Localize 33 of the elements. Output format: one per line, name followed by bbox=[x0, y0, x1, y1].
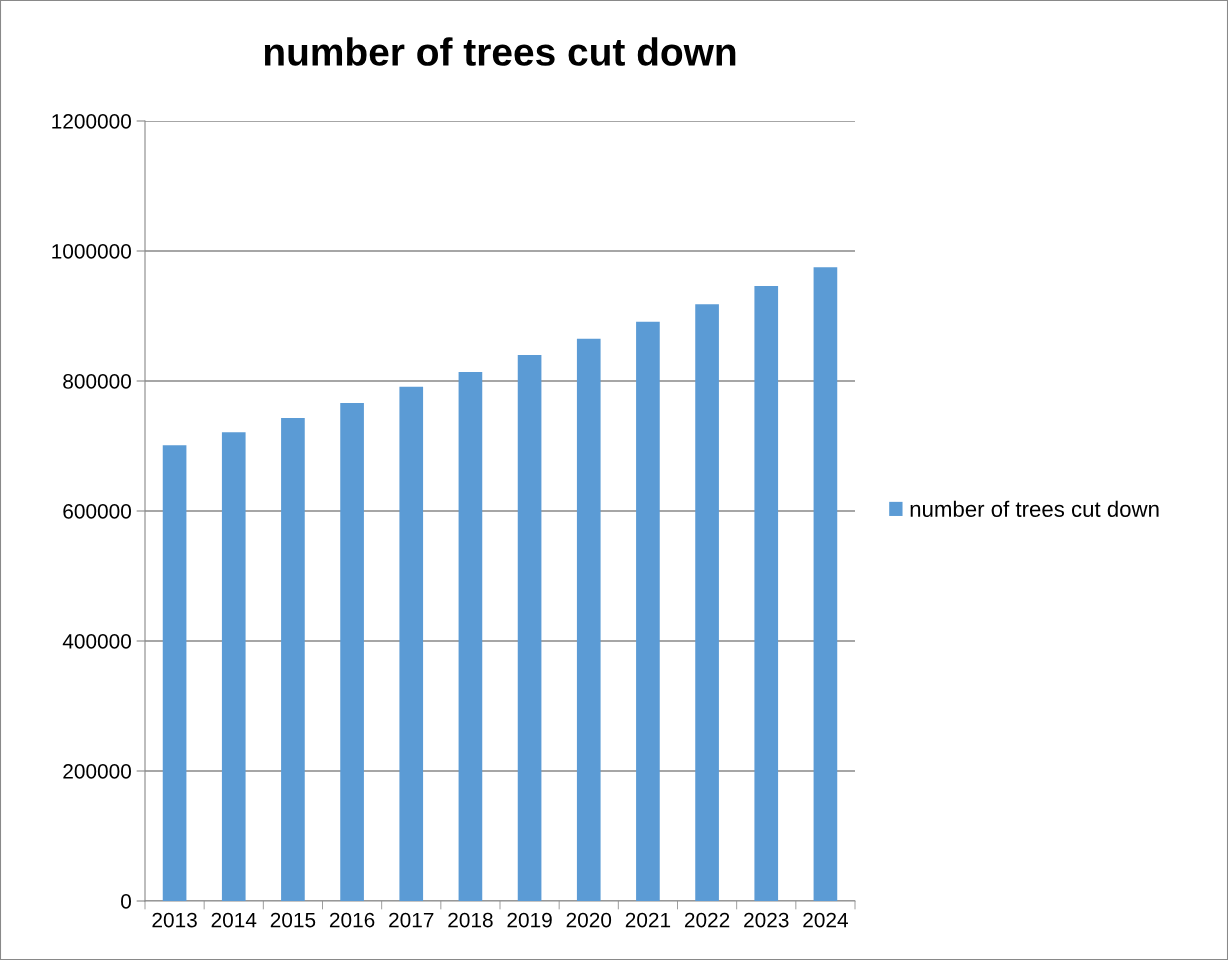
bar bbox=[636, 321, 660, 901]
x-tick-label: 2024 bbox=[803, 912, 848, 928]
bar bbox=[695, 304, 719, 901]
bar bbox=[458, 371, 483, 901]
x-tick-label: 2017 bbox=[389, 912, 434, 928]
x-tick-label: 2015 bbox=[270, 912, 316, 928]
x-tick-label: 2013 bbox=[152, 912, 197, 928]
y-tick-label: 200000 bbox=[63, 764, 131, 779]
y-tick-label: 800000 bbox=[63, 374, 131, 389]
chart-title: number of trees cut down bbox=[264, 37, 736, 66]
y-tick-label: 600000 bbox=[63, 504, 131, 519]
x-tick-label: 2018 bbox=[448, 912, 493, 928]
x-tick-label: 2020 bbox=[566, 912, 612, 928]
x-tick-label: 2022 bbox=[684, 912, 730, 928]
bar bbox=[517, 355, 542, 901]
bar bbox=[340, 403, 364, 901]
y-tick-label: 0 bbox=[121, 894, 131, 909]
y-tick-label: 1000000 bbox=[52, 244, 131, 259]
x-tick-label: 2023 bbox=[744, 912, 789, 928]
bar bbox=[162, 445, 187, 901]
bar bbox=[221, 432, 246, 901]
x-tick-label: 2021 bbox=[625, 912, 671, 928]
bar bbox=[754, 286, 779, 901]
legend-label: number of trees cut down bbox=[910, 500, 1159, 517]
bar bbox=[576, 338, 601, 901]
x-tick-label: 2014 bbox=[211, 912, 257, 928]
x-tick-label: 2016 bbox=[329, 912, 375, 928]
y-tick-label: 400000 bbox=[62, 634, 131, 649]
bar bbox=[281, 418, 305, 901]
x-tick-label: 2019 bbox=[507, 912, 552, 928]
bar bbox=[813, 267, 838, 901]
bar bbox=[399, 386, 424, 901]
y-tick-label: 1200000 bbox=[52, 114, 131, 129]
